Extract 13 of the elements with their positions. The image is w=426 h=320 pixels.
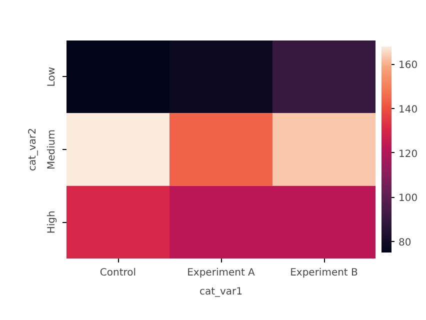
y-tick-label: Medium	[46, 129, 58, 170]
color-bar-label: 100	[398, 193, 418, 204]
color-bar-label: 160	[398, 60, 418, 72]
color-bar-label: 120	[398, 148, 418, 160]
color-bar-label: 140	[398, 104, 418, 116]
y-axis-title: cat_var2	[28, 128, 38, 172]
x-axis-title: cat_var1	[199, 286, 243, 298]
x-tick-label: Experiment A	[187, 268, 256, 278]
x-tick-label: Control	[100, 268, 136, 278]
y-tick-label: High	[46, 210, 58, 234]
x-tick-label: Experiment B	[290, 268, 358, 278]
y-tick-label: Low	[46, 66, 58, 87]
color-bar-label: 80	[398, 237, 412, 248]
